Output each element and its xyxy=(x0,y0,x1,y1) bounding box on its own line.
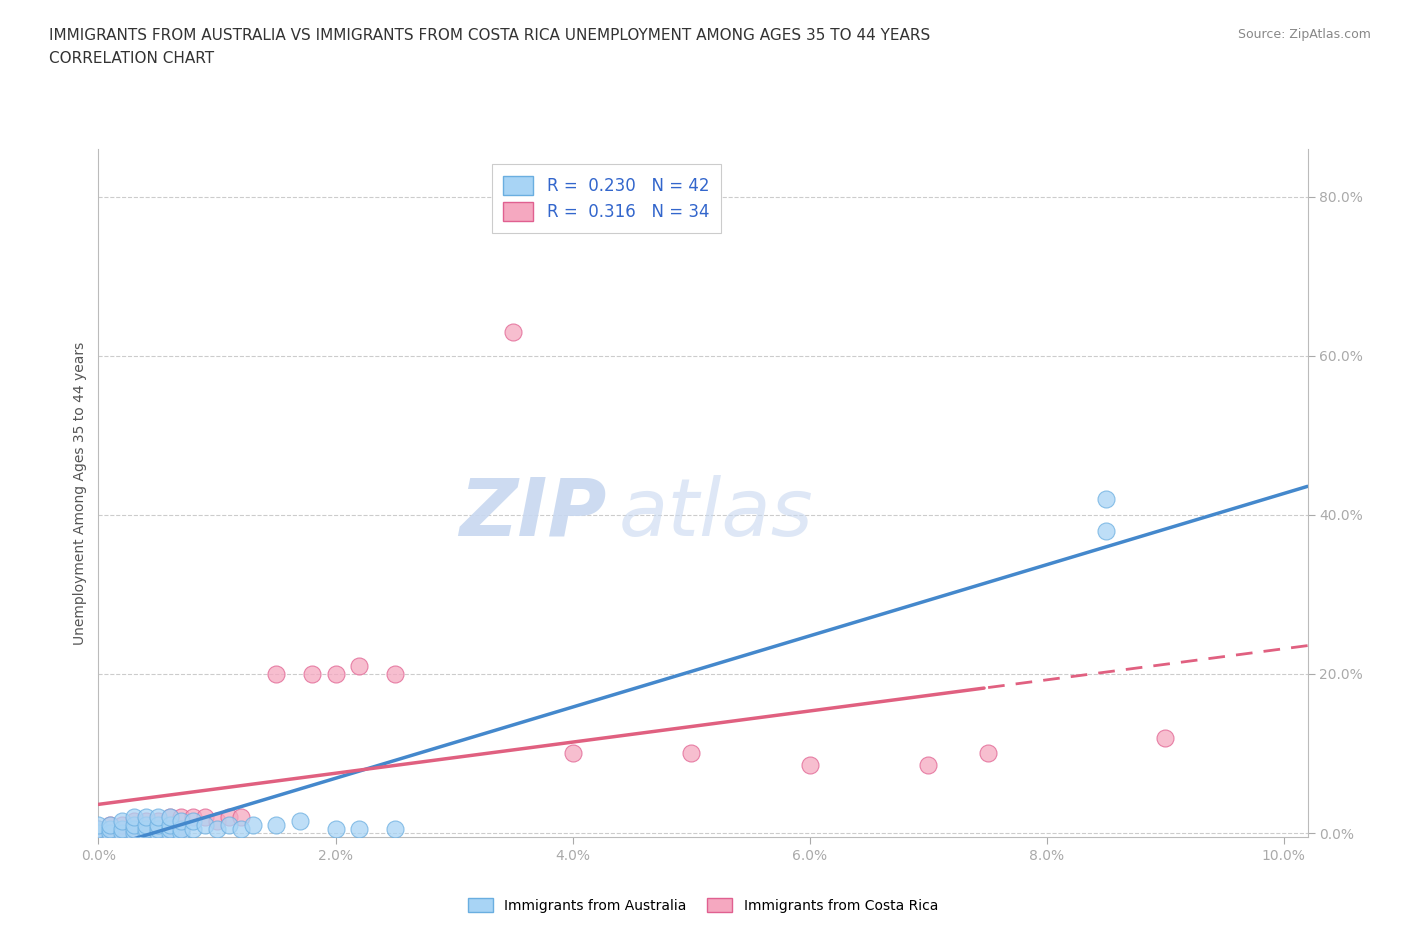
Point xyxy=(135,821,157,836)
Text: atlas: atlas xyxy=(619,474,813,552)
Point xyxy=(218,817,240,832)
Point xyxy=(347,821,370,836)
Point xyxy=(87,817,110,832)
Point xyxy=(194,810,217,825)
Point xyxy=(87,826,110,841)
Point xyxy=(122,826,145,841)
Point xyxy=(135,810,157,825)
Point xyxy=(976,746,998,761)
Legend: R =  0.230   N = 42, R =  0.316   N = 34: R = 0.230 N = 42, R = 0.316 N = 34 xyxy=(492,164,721,232)
Point xyxy=(122,821,145,836)
Point xyxy=(288,814,311,829)
Point xyxy=(87,826,110,841)
Point xyxy=(170,821,193,836)
Point xyxy=(181,814,204,829)
Point xyxy=(159,821,181,836)
Point xyxy=(98,826,121,841)
Point xyxy=(122,810,145,825)
Point xyxy=(146,817,169,832)
Text: CORRELATION CHART: CORRELATION CHART xyxy=(49,51,214,66)
Point xyxy=(146,814,169,829)
Point xyxy=(384,821,406,836)
Text: Source: ZipAtlas.com: Source: ZipAtlas.com xyxy=(1237,28,1371,41)
Point xyxy=(170,826,193,841)
Point xyxy=(87,821,110,836)
Text: ZIP: ZIP xyxy=(458,474,606,552)
Point xyxy=(111,817,134,832)
Point xyxy=(1154,730,1177,745)
Point xyxy=(384,667,406,682)
Point xyxy=(218,810,240,825)
Point xyxy=(122,821,145,836)
Point xyxy=(146,821,169,836)
Point xyxy=(170,814,193,829)
Point xyxy=(122,817,145,832)
Point xyxy=(917,758,939,773)
Point xyxy=(135,814,157,829)
Point xyxy=(264,667,287,682)
Point xyxy=(111,826,134,841)
Point xyxy=(111,826,134,841)
Point xyxy=(122,826,145,841)
Point xyxy=(146,810,169,825)
Point xyxy=(135,817,157,832)
Point xyxy=(264,817,287,832)
Point xyxy=(194,817,217,832)
Point xyxy=(325,667,347,682)
Point xyxy=(502,325,524,339)
Text: IMMIGRANTS FROM AUSTRALIA VS IMMIGRANTS FROM COSTA RICA UNEMPLOYMENT AMONG AGES : IMMIGRANTS FROM AUSTRALIA VS IMMIGRANTS … xyxy=(49,28,931,43)
Point xyxy=(111,814,134,829)
Point xyxy=(347,658,370,673)
Point xyxy=(98,817,121,832)
Point xyxy=(301,667,323,682)
Point xyxy=(681,746,703,761)
Y-axis label: Unemployment Among Ages 35 to 44 years: Unemployment Among Ages 35 to 44 years xyxy=(73,341,87,644)
Point xyxy=(1095,491,1118,506)
Point xyxy=(135,821,157,836)
Point xyxy=(159,817,181,832)
Point xyxy=(135,826,157,841)
Point xyxy=(561,746,583,761)
Point xyxy=(146,826,169,841)
Point xyxy=(1095,524,1118,538)
Point xyxy=(325,821,347,836)
Point xyxy=(98,821,121,836)
Point xyxy=(159,810,181,825)
Point xyxy=(170,810,193,825)
Point xyxy=(242,817,264,832)
Point xyxy=(146,826,169,841)
Point xyxy=(98,826,121,841)
Point xyxy=(181,810,204,825)
Point xyxy=(159,821,181,836)
Point xyxy=(799,758,821,773)
Legend: Immigrants from Australia, Immigrants from Costa Rica: Immigrants from Australia, Immigrants fr… xyxy=(463,893,943,919)
Point xyxy=(87,821,110,836)
Point xyxy=(111,821,134,836)
Point xyxy=(170,821,193,836)
Point xyxy=(229,821,252,836)
Point xyxy=(181,821,204,836)
Point xyxy=(205,821,228,836)
Point xyxy=(205,814,228,829)
Point xyxy=(159,810,181,825)
Point xyxy=(98,817,121,832)
Point xyxy=(229,810,252,825)
Point xyxy=(122,814,145,829)
Point xyxy=(159,826,181,841)
